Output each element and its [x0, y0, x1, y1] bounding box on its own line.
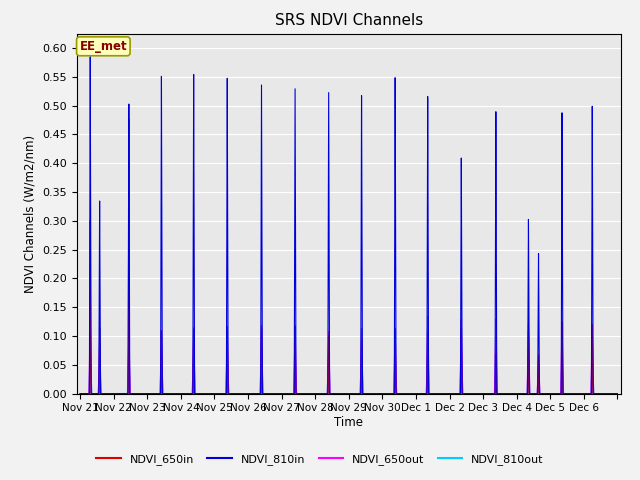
Legend: NDVI_650in, NDVI_810in, NDVI_650out, NDVI_810out: NDVI_650in, NDVI_810in, NDVI_650out, NDV…	[92, 450, 548, 469]
Text: EE_met: EE_met	[79, 40, 127, 53]
Title: SRS NDVI Channels: SRS NDVI Channels	[275, 13, 423, 28]
X-axis label: Time: Time	[334, 416, 364, 429]
Y-axis label: NDVI Channels (W/m2/nm): NDVI Channels (W/m2/nm)	[24, 134, 36, 293]
